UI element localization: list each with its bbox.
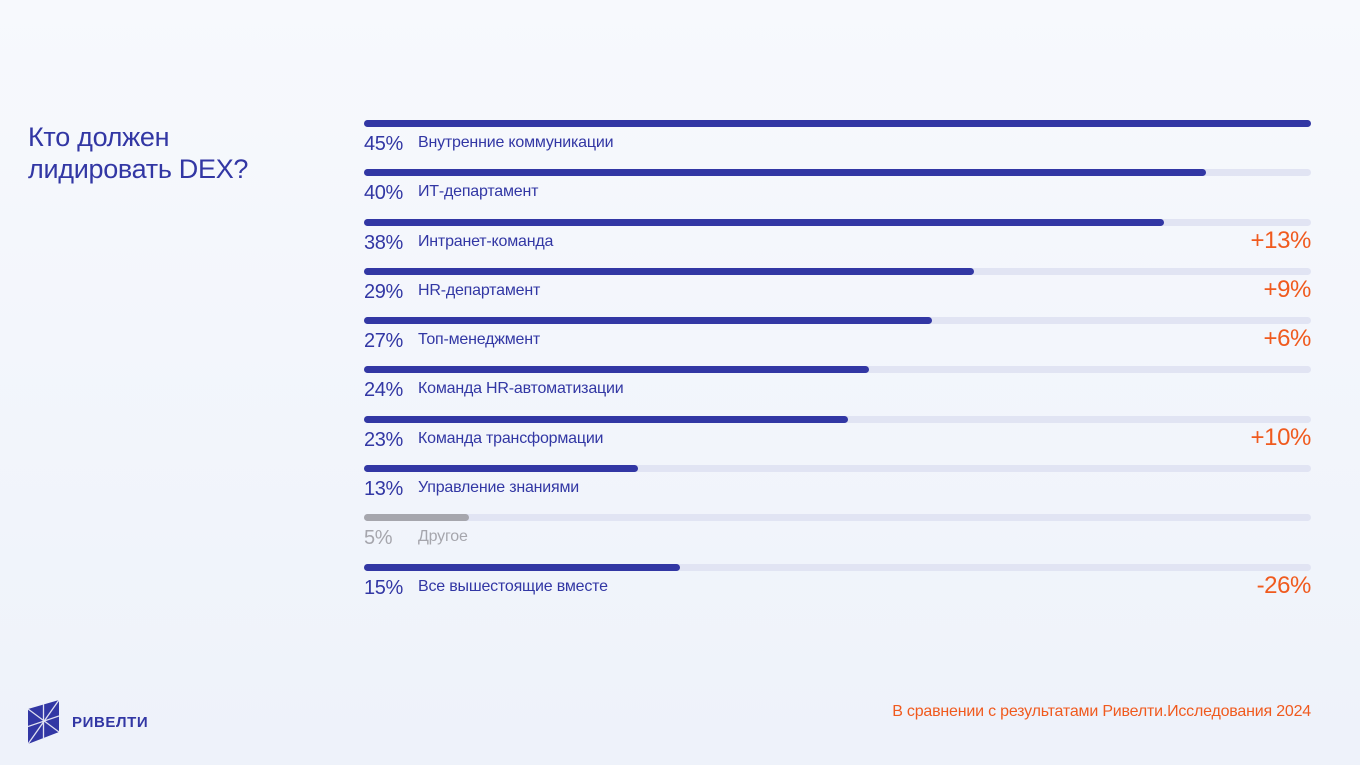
bar-change-label: +10%	[1250, 423, 1312, 451]
bar-track	[364, 563, 1311, 571]
bar-value-label: 38%	[364, 231, 403, 254]
bar	[364, 366, 870, 374]
page-title: Кто должен лидировать DEX?	[28, 121, 328, 185]
bar-row: 45% Внутренние коммуникации	[364, 118, 1311, 167]
bar-track	[364, 169, 1311, 177]
bar-category-label: Другое	[418, 528, 468, 546]
bar-change-label: +6%	[1263, 325, 1311, 353]
bar-value-label: 15%	[364, 576, 403, 599]
bar	[364, 563, 680, 571]
bar-row: 27% Топ-менеджмент +6%	[364, 315, 1311, 364]
bar-chart: 45% Внутренние коммуникации 40% ИТ-департам…	[364, 118, 1311, 611]
bar-track	[364, 267, 1311, 275]
bar	[364, 267, 975, 275]
bar-change-label: +13%	[1250, 226, 1312, 254]
bar-category-label: Управление знаниями	[418, 479, 580, 497]
bar	[364, 514, 470, 522]
bar-value-label: 29%	[364, 280, 403, 303]
bar	[364, 317, 933, 325]
bar-value-label: 23%	[364, 428, 403, 451]
bar-track	[364, 366, 1311, 374]
brand-logo: РИВЕЛТИ	[28, 700, 148, 744]
bar-category-label: HR-департамент	[418, 281, 541, 299]
bar-track	[364, 120, 1311, 127]
bar-category-label: ИТ-департамент	[418, 183, 539, 201]
bar-category-label: Топ-менеджмент	[418, 331, 540, 349]
bar-row: 13% Управление знаниями	[364, 463, 1311, 512]
comparison-footnote: В сравнении с результатами Ривелти.Иссле…	[892, 703, 1311, 720]
bar-row: 40% ИТ-департамент	[364, 167, 1311, 216]
bar-category-label: Команда HR-автоматизации	[418, 380, 624, 398]
bar	[364, 465, 638, 473]
brand-cube-icon	[28, 700, 59, 744]
bar-track	[364, 514, 1311, 522]
bar-row: 24% Команда HR-автоматизации	[364, 364, 1311, 413]
bar-track	[364, 465, 1311, 473]
bar-row: 38% Интранет-команда +13%	[364, 217, 1311, 266]
bar-value-label: 5%	[364, 527, 393, 550]
bar-change-label: +9%	[1263, 275, 1311, 303]
bar	[364, 218, 1164, 226]
bar-value-label: 45%	[364, 133, 403, 155]
bar-track	[364, 317, 1311, 325]
bar-track	[364, 218, 1311, 226]
bar-value-label: 40%	[364, 182, 403, 205]
bar-row: 29% HR-департамент +9%	[364, 266, 1311, 315]
bar-change-label: -26%	[1256, 571, 1312, 599]
bar-category-label: Интранет-команда	[418, 232, 554, 250]
bar	[364, 120, 1311, 127]
bar-category-label: Все вышестоящие вместе	[418, 577, 608, 595]
bar-category-label: Внутренние коммуникации	[418, 134, 614, 151]
bar-row: 23% Команда трансформации +10%	[364, 414, 1311, 463]
bar-row: 15% Все вышестоящие вместе -26%	[364, 562, 1311, 611]
bar	[364, 415, 849, 423]
bar-value-label: 24%	[364, 379, 403, 402]
bar-value-label: 13%	[364, 478, 403, 501]
bar-track	[364, 415, 1311, 423]
bar-value-label: 27%	[364, 330, 403, 353]
brand-name: РИВЕЛТИ	[72, 713, 149, 731]
bar-category-label: Команда трансформации	[418, 429, 604, 447]
title-line-2: лидировать DEX?	[28, 154, 249, 184]
title-line-1: Кто должен	[28, 122, 170, 152]
bar-row: 5% Другое	[364, 512, 1311, 561]
bar	[364, 169, 1206, 177]
